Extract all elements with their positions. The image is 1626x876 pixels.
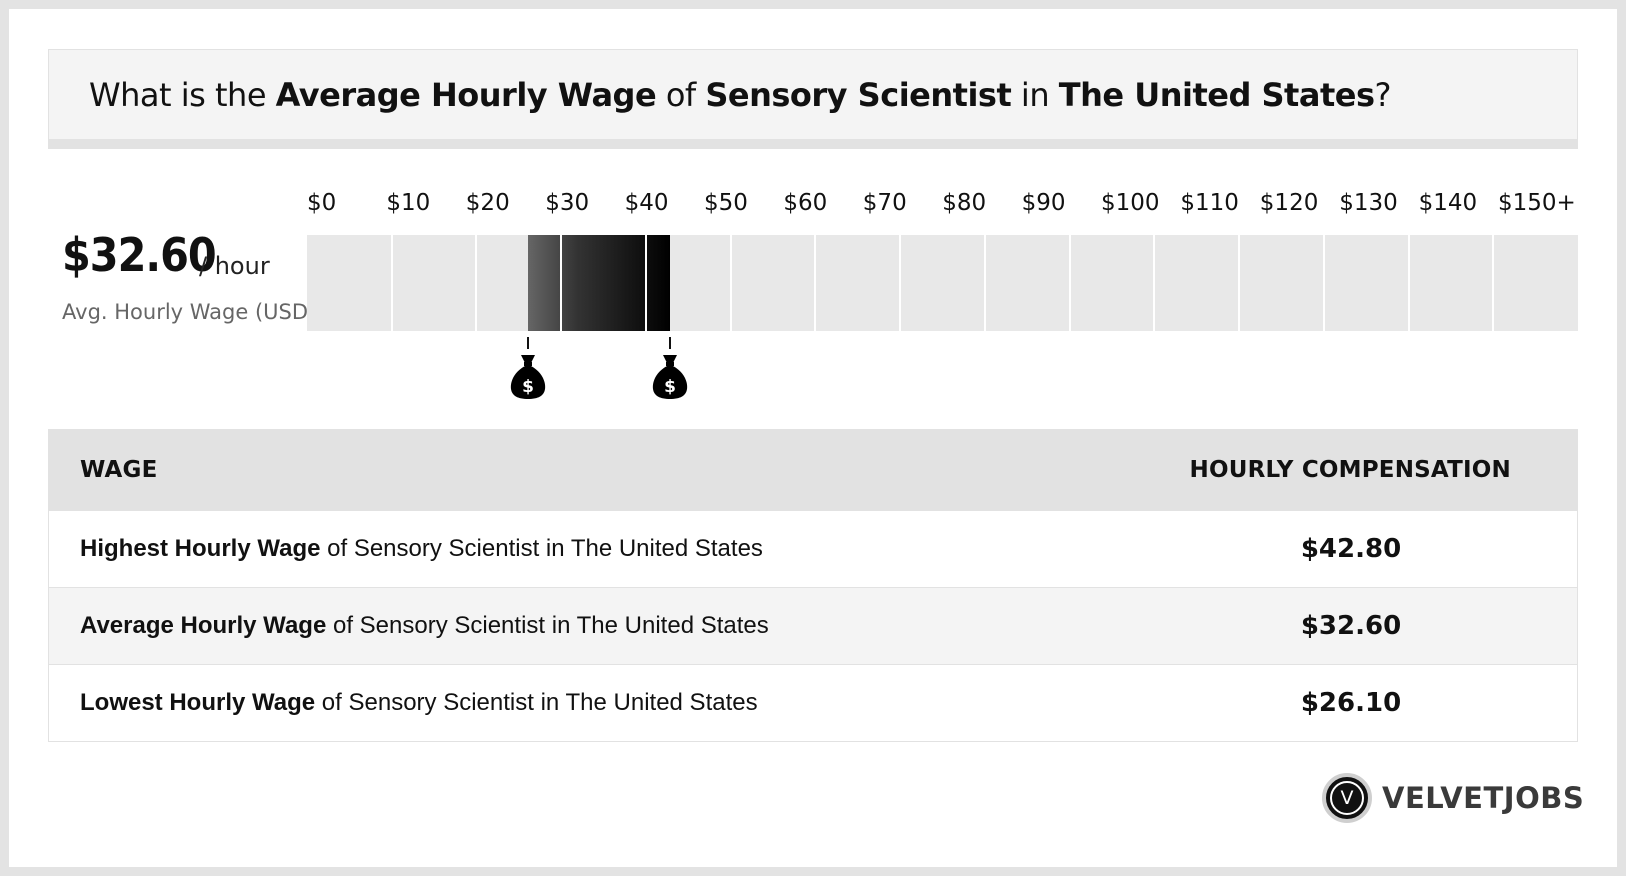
row-label-rest: of Sensory Scientist in The United State… [320,535,763,562]
velvetjobs-logo[interactable]: V VELVETJOBS [1322,773,1584,823]
tick-label: $90 [1021,190,1066,216]
header-hourly-compensation: HOURLY COMPENSATION [1189,457,1511,483]
segment-separator [1153,235,1156,331]
tick-label: $140 [1418,190,1478,216]
tick-label: $130 [1339,190,1398,216]
row-label-rest: of Sensory Scientist in The United State… [315,689,758,716]
row-value: $26.10 [1300,688,1402,718]
average-wage-value: $32.60 [62,228,217,282]
tick-label: $80 [942,190,987,216]
row-description: Lowest Hourly Wage of Sensory Scientist … [80,689,758,717]
tick-label: $40 [624,190,669,216]
segment-separator [814,235,817,331]
table-header: WAGE HOURLY COMPENSATION [49,430,1577,510]
segment-separator [983,235,986,331]
segment-separator [560,235,563,331]
title-job: Sensory Scientist [705,75,1012,114]
tick-label: $20 [465,190,510,216]
row-description: Average Hourly Wage of Sensory Scientist… [80,612,769,640]
tick-label: $100 [1101,190,1160,216]
row-label-bold: Highest Hourly Wage [80,535,321,562]
svg-text:$: $ [664,377,676,397]
logo-badge-icon: V [1322,773,1372,823]
tick-label: $30 [545,190,590,216]
tick-label: $120 [1259,190,1319,216]
segment-separator [1238,235,1241,331]
row-description: Highest Hourly Wage of Sensory Scientist… [80,535,763,563]
segment-separator [1492,235,1495,331]
average-wage-caption: Avg. Hourly Wage (USD) [62,300,317,324]
wage-range-bar [528,235,670,331]
table-row: Lowest Hourly Wage of Sensory Scientist … [49,664,1577,741]
average-wage-unit: / hour [199,252,270,280]
marker-tick [668,337,671,349]
page-title: What is the Average Hourly Wage of Senso… [48,49,1578,149]
title-text-3: in [1011,75,1059,114]
segment-separator [644,235,647,331]
title-text-1: What is the [89,75,276,114]
marker-tick [527,337,530,349]
row-value: $42.80 [1300,534,1402,564]
row-value: $32.60 [1300,611,1402,641]
segment-separator [475,235,478,331]
segment-separator [729,235,732,331]
row-label-rest: of Sensory Scientist in The United State… [326,612,769,639]
segment-separator [1068,235,1071,331]
logo-letter: V [1330,781,1364,815]
tick-label: $0 [307,190,337,216]
tick-label: $10 [386,190,431,216]
tick-label: $150+ [1498,190,1576,216]
row-label-bold: Lowest Hourly Wage [80,689,316,716]
title-metric: Average Hourly Wage [275,75,657,114]
title-location: The United States [1058,75,1375,114]
money-bag-icon: $ [650,352,690,400]
table-row: Average Hourly Wage of Sensory Scientist… [49,587,1577,664]
wage-table: WAGE HOURLY COMPENSATION Highest Hourly … [48,429,1578,742]
segment-separator [390,235,393,331]
segment-separator [1322,235,1325,331]
svg-text:$: $ [522,377,534,397]
tick-label: $50 [704,190,748,216]
title-text-4: ? [1374,75,1391,114]
segment-separator [1407,235,1410,331]
tick-label: $60 [783,190,828,216]
money-bag-icon: $ [508,352,548,400]
table-row: Highest Hourly Wage of Sensory Scientist… [49,510,1577,587]
title-text-2: of [656,75,706,114]
header-wage: WAGE [80,457,158,483]
tick-label: $110 [1180,190,1239,216]
range-track [307,235,1578,331]
logo-wordmark: VELVETJOBS [1382,781,1585,815]
segment-separator [899,235,902,331]
tick-label: $70 [862,190,907,216]
row-label-bold: Average Hourly Wage [80,612,327,639]
